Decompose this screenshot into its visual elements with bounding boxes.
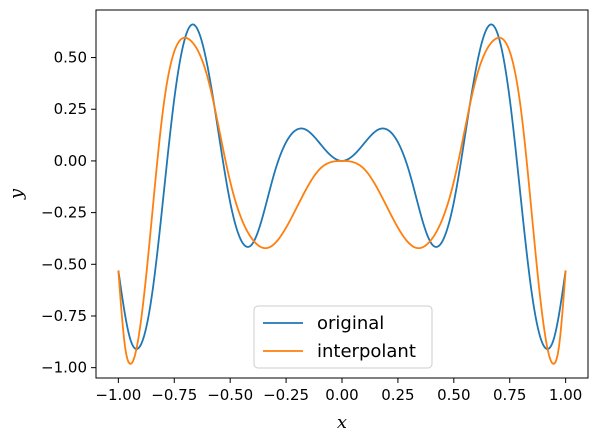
x-tick-label: 0.25	[381, 386, 414, 404]
x-tick-label: −0.75	[151, 386, 197, 404]
x-axis-label: x	[337, 412, 347, 433]
y-tick-label: −1.00	[41, 359, 87, 377]
x-tick-label: −0.50	[207, 386, 253, 404]
series-line-original	[117, 23, 567, 350]
series-line-interpolant	[117, 36, 567, 365]
x-tick-label: −1.00	[95, 386, 141, 404]
tick-group: −1.00 −0.75 −0.50 −0.25 0.00 0.25 0.50 0.75 1.00…	[41, 49, 582, 404]
axes-frame	[95, 9, 589, 379]
legend: original interpolant	[253, 305, 433, 369]
x-tick-label: 0.75	[493, 386, 526, 404]
x-tick-label: −0.25	[263, 386, 309, 404]
plot-area	[117, 23, 567, 365]
legend-label-original: original	[317, 313, 384, 334]
y-tick-label: 0.25	[54, 100, 87, 118]
legend-label-interpolant: interpolant	[317, 341, 416, 362]
x-tick-label: 0.50	[437, 386, 470, 404]
y-tick-label: 0.50	[54, 49, 87, 67]
y-tick-label: −0.25	[41, 204, 87, 222]
x-tick-label: 1.00	[549, 386, 582, 404]
y-tick-label: −0.75	[41, 307, 87, 325]
y-axis-label: y	[6, 188, 27, 200]
x-tick-label: 0.00	[325, 386, 358, 404]
y-tick-label: 0.00	[54, 152, 87, 170]
y-tick-label: −0.50	[41, 255, 87, 273]
legend-box	[253, 305, 433, 369]
